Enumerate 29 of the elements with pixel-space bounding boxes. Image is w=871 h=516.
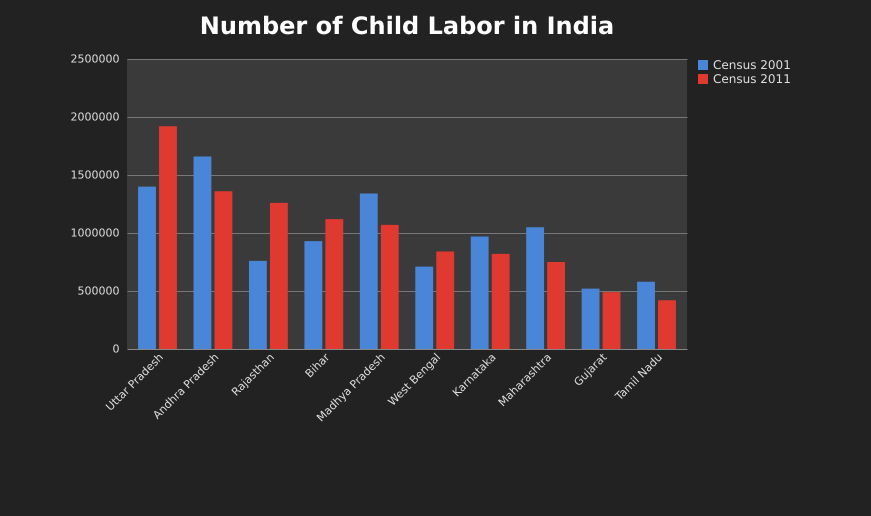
bar xyxy=(602,292,620,349)
bar xyxy=(415,266,434,349)
bar xyxy=(159,126,177,349)
bar xyxy=(492,254,510,349)
y-tick-label: 1000000 xyxy=(70,226,120,240)
bar xyxy=(470,236,489,349)
bar xyxy=(547,262,566,349)
bar xyxy=(270,202,288,349)
y-tick-label: 1500000 xyxy=(70,168,120,182)
bar xyxy=(658,300,676,349)
bar xyxy=(214,191,232,349)
y-tick-label: 2000000 xyxy=(70,110,120,124)
bar xyxy=(194,156,212,349)
bar xyxy=(526,227,544,349)
legend-label: Census 2011 xyxy=(713,72,791,86)
chart-title: Number of Child Labor in India xyxy=(200,12,614,40)
bar xyxy=(380,224,399,349)
bar xyxy=(637,282,655,349)
bar xyxy=(304,241,322,349)
y-tick-label: 2500000 xyxy=(70,52,120,66)
bar xyxy=(360,194,378,349)
bar xyxy=(436,252,454,349)
legend-label: Census 2001 xyxy=(713,58,791,72)
bar xyxy=(582,288,600,349)
bar xyxy=(248,260,267,349)
y-tick-label: 500000 xyxy=(78,284,120,298)
bar xyxy=(138,186,156,349)
y-tick-label: 0 xyxy=(112,342,120,356)
bar xyxy=(325,219,344,349)
